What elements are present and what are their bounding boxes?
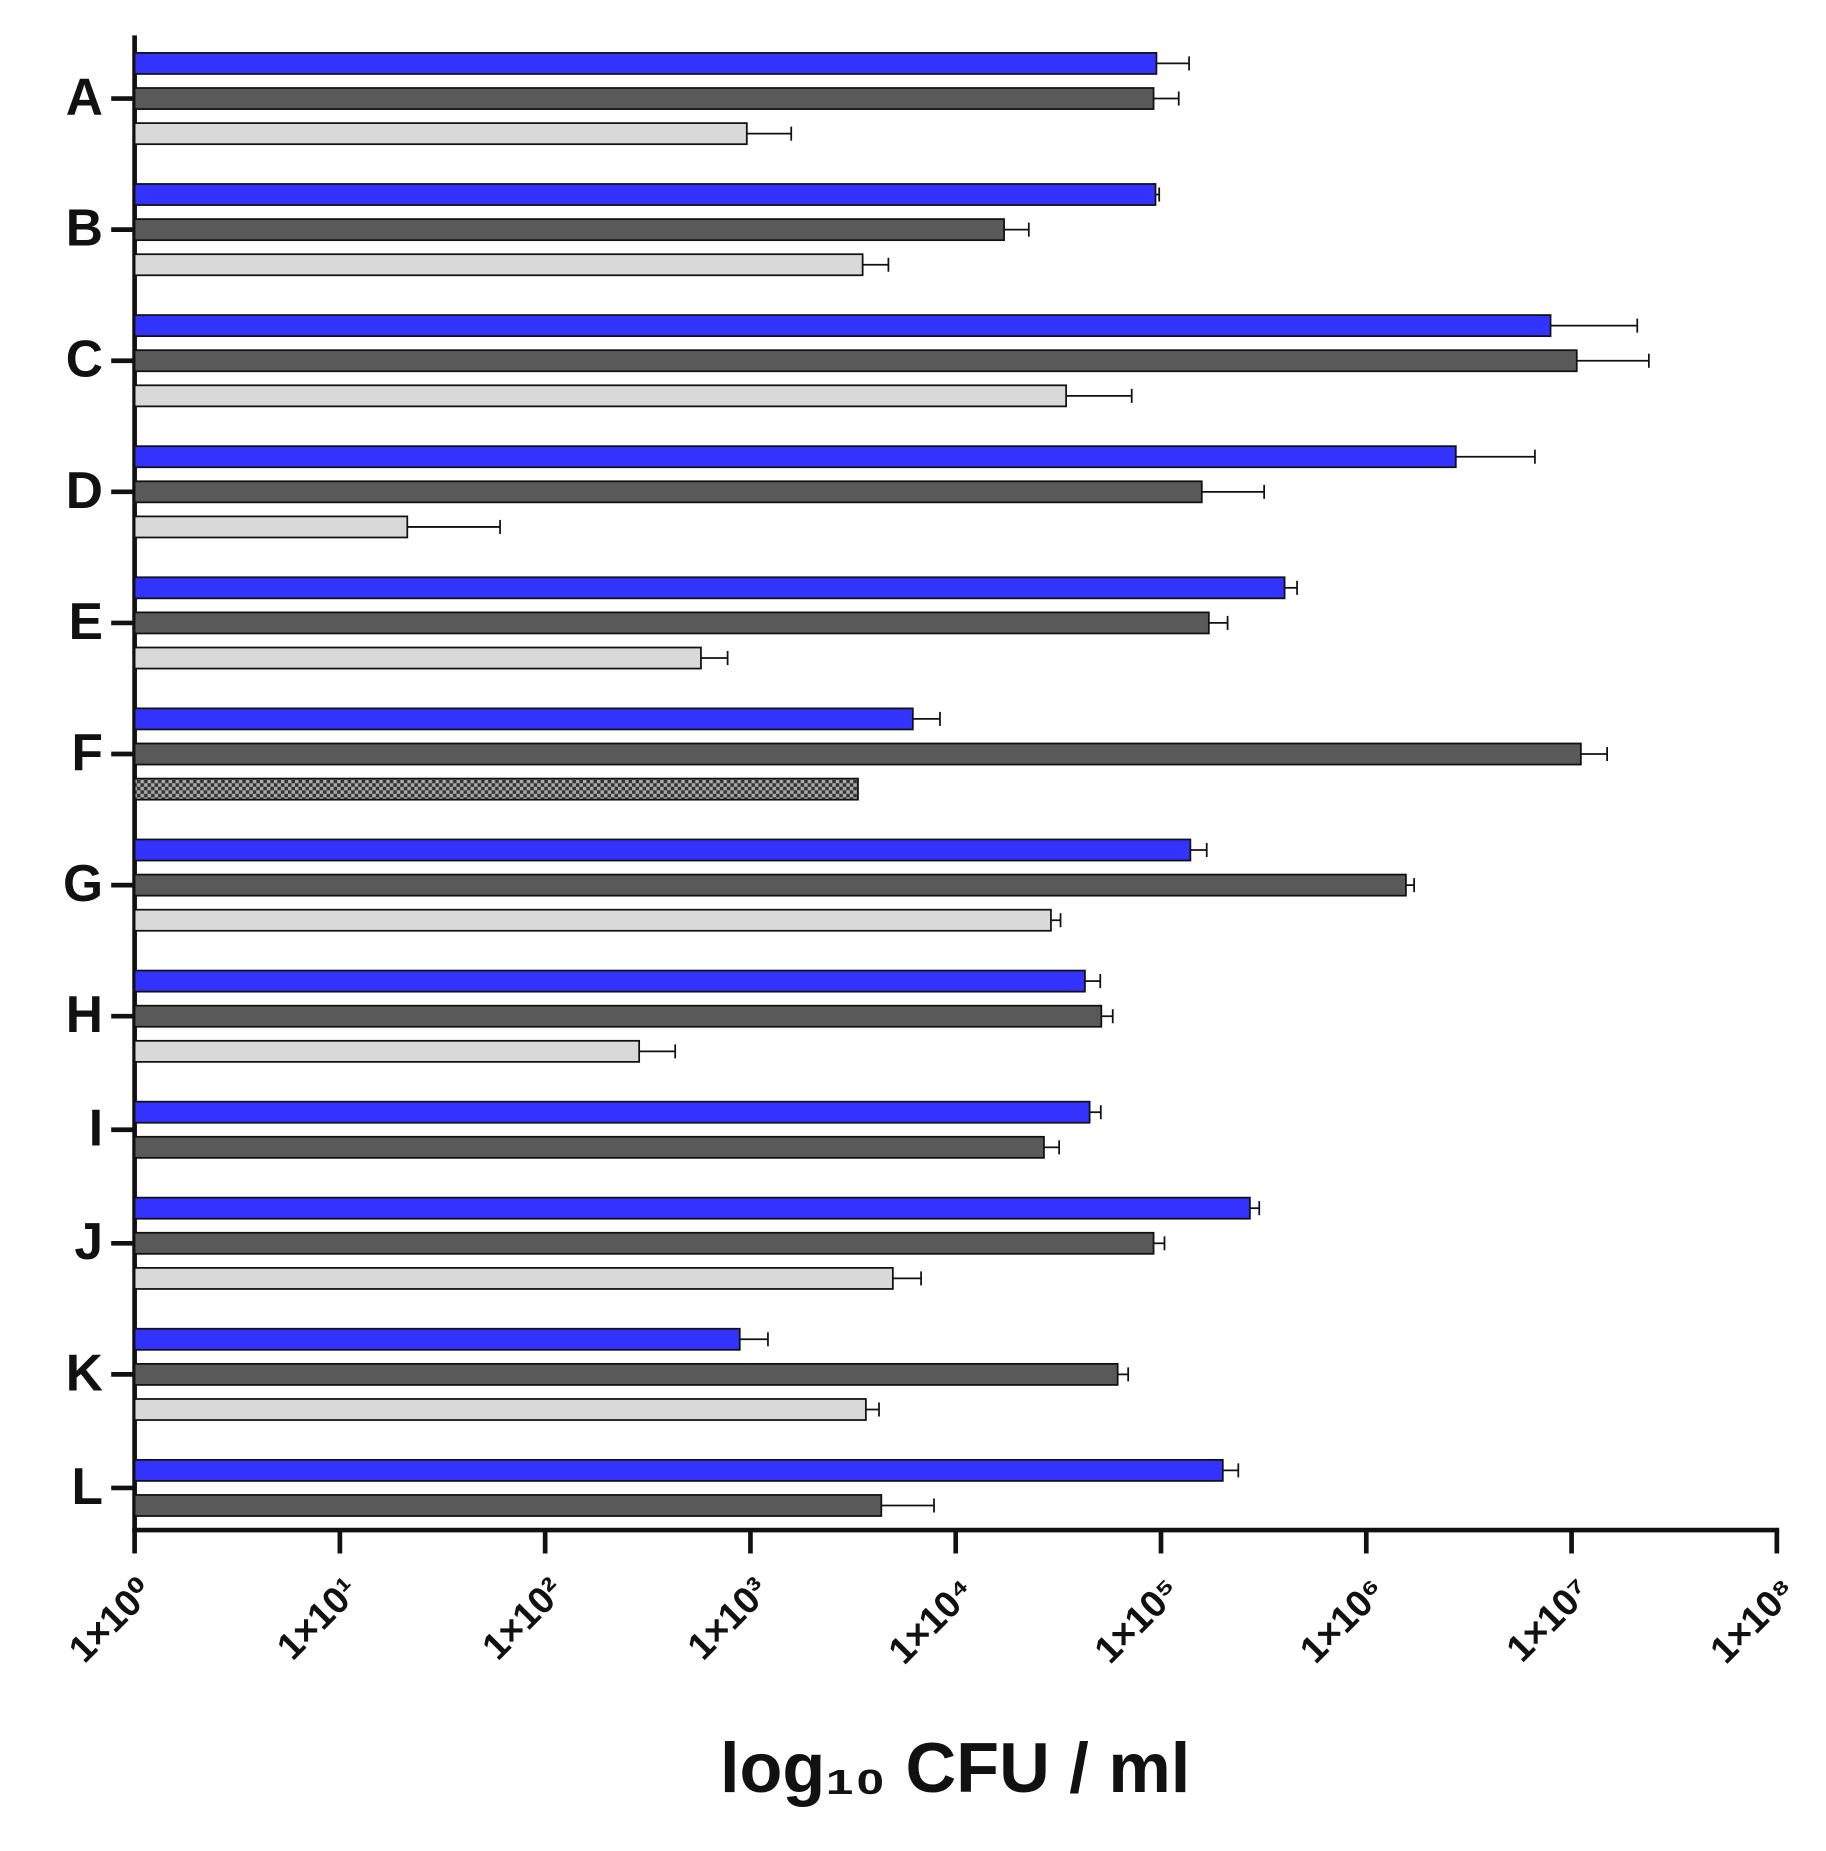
bar: [133, 1362, 1119, 1386]
x-tick-label: 1×10⁴: [880, 1569, 982, 1671]
bar: [133, 908, 1052, 932]
bar: [133, 1231, 1155, 1255]
x-tick-label: 1×10³: [679, 1569, 777, 1667]
bar: [133, 253, 864, 277]
bar: [133, 52, 1158, 75]
y-tick-label: K: [66, 1343, 103, 1401]
bar: [133, 445, 1457, 469]
bar: [133, 576, 1286, 600]
bar: [133, 218, 1005, 242]
bar: [133, 838, 1192, 862]
bar: [133, 1135, 1045, 1159]
bar: [133, 87, 1155, 110]
bar: [133, 1196, 1251, 1220]
bar: [133, 611, 1210, 635]
y-tick-label: E: [69, 592, 103, 650]
bar: [133, 646, 702, 670]
y-tick-label: H: [66, 985, 103, 1043]
y-tick-label: A: [66, 67, 103, 125]
y-tick-label: G: [63, 854, 103, 912]
bar: [133, 349, 1578, 373]
x-tick-label: 1×10⁰: [60, 1569, 161, 1670]
bar: [133, 314, 1552, 338]
bar: [133, 183, 1157, 206]
y-tick-label: D: [66, 461, 103, 519]
bar: [133, 384, 1068, 408]
bar: [133, 777, 859, 801]
x-axis-title: log₁₀ CFU / ml: [720, 1728, 1190, 1807]
x-tick-label: 1×10⁶: [1291, 1569, 1393, 1671]
bar: [133, 1398, 867, 1421]
bar: [133, 707, 914, 731]
bar: [133, 1266, 894, 1290]
y-tick-label: J: [74, 1212, 103, 1270]
y-tick-label: L: [72, 1457, 103, 1515]
x-tick-label: 1×10⁷: [1498, 1569, 1598, 1669]
y-tick-label: C: [66, 330, 103, 388]
x-tick-label: 1×10⁵: [1086, 1569, 1188, 1671]
bar: [133, 1327, 741, 1351]
bar: [133, 742, 1582, 766]
bar: [133, 969, 1086, 993]
bar: [133, 873, 1407, 897]
x-tick-label: 1×10⁸: [1702, 1569, 1804, 1671]
x-tick-label: 1×10²: [474, 1569, 572, 1667]
bar: [133, 1004, 1103, 1028]
y-tick-label: B: [66, 199, 103, 257]
bar: [133, 1039, 641, 1063]
x-tick-label: 1×10¹: [268, 1569, 366, 1667]
y-tick-label: F: [72, 723, 103, 781]
bar: [133, 480, 1203, 504]
bar: [133, 1100, 1091, 1124]
bar: [133, 122, 748, 146]
bar: [133, 1494, 883, 1517]
bar: [133, 1458, 1224, 1482]
bar: [133, 515, 409, 539]
y-tick-label: I: [89, 1099, 103, 1157]
